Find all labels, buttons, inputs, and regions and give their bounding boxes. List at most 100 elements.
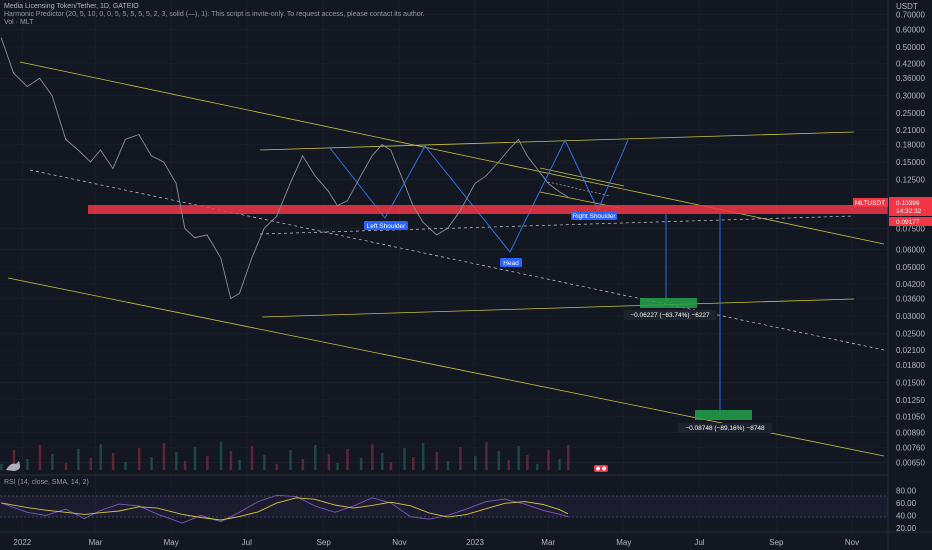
volume-bar bbox=[206, 456, 209, 470]
target1-label-bg bbox=[624, 310, 716, 320]
volume-bar bbox=[446, 461, 450, 470]
channel-mid-dashed-line[interactable] bbox=[29, 169, 885, 351]
volume-bar bbox=[536, 464, 539, 470]
volume-bar bbox=[150, 457, 153, 470]
volume-bar bbox=[380, 453, 384, 470]
time-tick: Mar bbox=[541, 538, 555, 547]
volume-bar bbox=[238, 460, 241, 470]
time-axis[interactable]: 2022 Mar May Jul Sep Nov 2023 Mar May Jul Sep Nov bbox=[13, 538, 859, 547]
right-shoulder-bg bbox=[571, 211, 617, 220]
price-tick: 0.00650 bbox=[896, 458, 925, 467]
price-tick: 0.18000 bbox=[896, 141, 925, 150]
volume-bar bbox=[558, 459, 561, 470]
volume-bar bbox=[411, 457, 415, 470]
price-tick: 0.60000 bbox=[896, 25, 925, 34]
symbol-price-tag: MLTUSDT 0.10399 14:32:32 0.09177 bbox=[853, 197, 932, 226]
volume-bar bbox=[459, 447, 462, 470]
volume-bar bbox=[301, 459, 305, 470]
volume-bar bbox=[327, 454, 331, 470]
price-axis[interactable]: 0.70000 0.60000 0.50000 0.42000 0.36000 0.300… bbox=[896, 11, 925, 468]
grid-lines bbox=[0, 0, 888, 532]
volume-bar bbox=[526, 455, 529, 470]
right-shoulder-text: Right Shoulder bbox=[573, 213, 617, 220]
volume-bar bbox=[64, 463, 68, 470]
price-tick: 0.25000 bbox=[896, 109, 925, 118]
time-tick: Nov bbox=[845, 538, 859, 547]
indicator-title: Harmonic Predictor (20, 5, 10, 0, 0, 5, … bbox=[4, 11, 425, 18]
volume-bar bbox=[162, 443, 166, 470]
volume-bar bbox=[421, 443, 425, 470]
volume-bar bbox=[289, 450, 292, 470]
volume-bar bbox=[346, 449, 349, 470]
target1-box[interactable] bbox=[640, 298, 697, 308]
tradingview-logo-icon[interactable] bbox=[6, 461, 21, 471]
rsi-axis[interactable]: 80.00 60.00 40.00 20.00 bbox=[896, 486, 917, 533]
volume-bar bbox=[275, 464, 279, 470]
base-line[interactable] bbox=[261, 298, 855, 318]
neckline-top-line[interactable] bbox=[259, 131, 855, 151]
price-tick: 0.01250 bbox=[896, 396, 925, 405]
volume-bar bbox=[51, 454, 54, 470]
target1-label: −0.06227 (−63.74%) −6227 bbox=[630, 312, 710, 319]
last-price-tag-bg bbox=[889, 197, 932, 216]
price-tick: 0.36000 bbox=[896, 74, 925, 83]
volume-bar bbox=[183, 461, 187, 470]
volume-bars bbox=[0, 442, 570, 470]
measurement-target-2[interactable]: −0.08748 (−89.16%) −8748 bbox=[678, 214, 772, 433]
rsi-tick: 20.00 bbox=[896, 524, 917, 533]
target2-box[interactable] bbox=[695, 410, 752, 420]
label-right-shoulder[interactable]: Right Shoulder bbox=[571, 211, 617, 220]
volume-bar bbox=[99, 444, 102, 470]
price-tick: 0.02100 bbox=[896, 346, 925, 355]
volume-bar bbox=[193, 447, 197, 470]
volume-bar bbox=[38, 445, 42, 470]
volume-bar bbox=[26, 459, 29, 470]
resistance-band[interactable] bbox=[88, 205, 888, 214]
left-shoulder-bg bbox=[364, 221, 408, 230]
volume-bar bbox=[507, 460, 510, 470]
small-wedge-dashed[interactable] bbox=[547, 181, 611, 197]
label-head[interactable]: Head bbox=[500, 258, 522, 267]
volume-bar bbox=[229, 451, 233, 470]
time-tick: May bbox=[616, 538, 631, 547]
price-tick: 0.07500 bbox=[896, 224, 925, 233]
volume-bar bbox=[485, 442, 488, 470]
price-tick: 0.50000 bbox=[896, 43, 925, 52]
rsi-tick: 40.00 bbox=[896, 511, 917, 520]
price-tick: 0.00890 bbox=[896, 428, 925, 437]
price-tick: 0.01800 bbox=[896, 361, 925, 370]
volume-bar bbox=[336, 463, 339, 470]
rsi-pane[interactable] bbox=[0, 494, 888, 524]
label-left-shoulder[interactable]: Left Shoulder bbox=[364, 221, 408, 230]
last-price-text: 0.10399 bbox=[896, 200, 920, 207]
price-tick: 0.30000 bbox=[896, 92, 925, 101]
price-tick: 0.01500 bbox=[896, 378, 925, 387]
symbol-tag-text: MLTUSDT bbox=[855, 200, 885, 207]
time-tick: May bbox=[164, 538, 179, 547]
time-tick: Nov bbox=[392, 538, 406, 547]
price-tick: 0.05000 bbox=[896, 263, 925, 272]
volume-bar bbox=[77, 449, 80, 470]
countdown-text: 14:32:32 bbox=[896, 208, 922, 215]
event-flag-icon[interactable] bbox=[594, 465, 608, 472]
chart-title: Media Licensing Token/Tether, 1D, GATEIO bbox=[4, 3, 139, 10]
level-price-tag-bg bbox=[889, 217, 932, 226]
left-shoulder-text: Left Shoulder bbox=[367, 223, 407, 230]
volume-bar bbox=[567, 445, 570, 470]
volume-bar bbox=[547, 450, 550, 470]
measurement-target-1[interactable]: −0.06227 (−63.74%) −6227 bbox=[624, 214, 716, 320]
price-tick: 0.03000 bbox=[896, 312, 925, 321]
volume-bar bbox=[435, 452, 439, 470]
price-tick: 0.06000 bbox=[896, 246, 925, 255]
price-tick: 0.00760 bbox=[896, 443, 925, 452]
level-price-text: 0.09177 bbox=[896, 219, 920, 226]
price-tick: 0.12500 bbox=[896, 175, 925, 184]
rsi-tick: 60.00 bbox=[896, 499, 917, 508]
rsi-band bbox=[0, 496, 888, 517]
price-tick: 0.04200 bbox=[896, 280, 925, 289]
volume-bar bbox=[314, 445, 317, 470]
time-tick: 2022 bbox=[13, 538, 31, 547]
time-tick: Sep bbox=[769, 538, 784, 547]
price-tick: 0.42000 bbox=[896, 59, 925, 68]
